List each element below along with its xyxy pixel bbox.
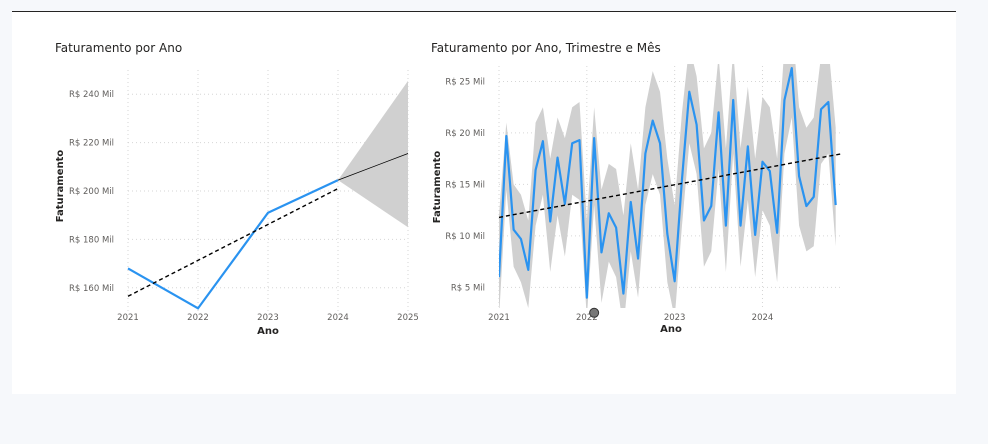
y-tick-label: R$ 5 Mil [451,283,485,293]
annual-revenue-chart[interactable]: R$ 160 Mil R$ 180 Mil R$ 200 Mil R$ 220 Mil… [0,0,420,444]
x-tick-label: 2022 [187,313,209,323]
x-tick-label: 2021 [488,313,510,323]
plot-area [499,64,837,308]
y-tick-label: R$ 15 Mil [445,180,485,190]
y-tick-label: R$ 220 Mil [69,139,114,149]
chart-title-annual: Faturamento por Ano [55,41,183,55]
y-tick-label: R$ 20 Mil [445,129,485,139]
x-tick-label: 2024 [752,313,774,323]
x-tick-label: 2023 [257,313,279,323]
x-axis-label: Ano [257,326,279,337]
y-tick-label: R$ 25 Mil [445,77,485,87]
y-tick-label: R$ 180 Mil [69,235,114,245]
series-line-revenue [127,179,339,310]
y-tick-label: R$ 160 Mil [69,284,114,294]
trend-line [127,187,339,297]
top-divider [12,11,956,12]
x-tick-label: 2023 [664,313,686,323]
anomaly-marker [589,307,600,318]
x-axis-label: Ano [660,324,682,335]
y-tick-label: R$ 10 Mil [445,232,485,242]
x-tick-label: 2024 [327,313,349,323]
x-tick-label: 2022 [576,313,598,323]
y-tick-label: R$ 200 Mil [69,187,114,197]
forecast-line [337,153,409,181]
confidence-band [499,64,836,308]
y-tick-label: R$ 240 Mil [69,90,114,100]
x-tick-label: 2021 [117,313,139,323]
trend-line [498,152,844,219]
y-axis-label: Faturamento [432,151,443,224]
series-line-revenue [499,66,837,299]
y-axis-label: Faturamento [55,150,66,223]
chart-title-monthly: Faturamento por Ano, Trimestre e Mês [431,41,661,55]
forecast-band [338,80,408,228]
x-tick-label: 2025 [397,313,419,323]
